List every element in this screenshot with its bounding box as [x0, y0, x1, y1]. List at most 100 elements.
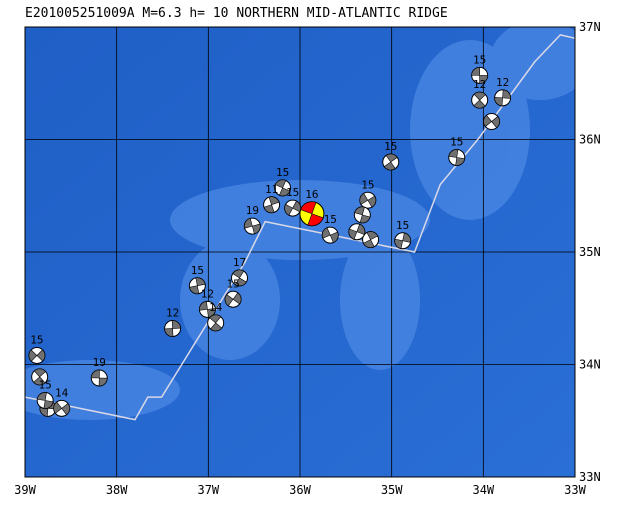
beachball-part: [473, 99, 486, 109]
y-tick-label: 33N: [579, 470, 601, 484]
event-label: 17: [233, 256, 246, 269]
focal-mechanism: [207, 314, 225, 332]
focal-mechanism: [274, 179, 292, 197]
beachball-part: [33, 376, 46, 386]
beachball-part: [394, 238, 404, 249]
beachball-part: [322, 227, 331, 239]
beachball-part: [307, 213, 324, 226]
focal-mechanism: [243, 217, 261, 235]
event-label: 19: [93, 356, 106, 369]
focal-mechanism: [284, 199, 302, 217]
event-label: 15: [39, 379, 52, 392]
beachball-part: [171, 320, 181, 329]
beachball-part: [234, 277, 247, 287]
beachball-part: [471, 67, 480, 76]
beachball-part: [483, 114, 493, 127]
beachball-part: [209, 314, 222, 324]
x-tick-label: 34W: [472, 483, 494, 497]
focal-mechanism: [483, 113, 501, 130]
event-label: 15: [384, 140, 397, 153]
focal-mechanism: [494, 89, 512, 107]
beachball-part: [363, 239, 375, 248]
beachball-part: [263, 204, 275, 214]
beachball-part: [284, 203, 294, 216]
beachball-part: [36, 349, 46, 362]
beachball-part: [354, 206, 365, 216]
focal-mechanism: [36, 392, 54, 409]
focal-mechanism: [394, 232, 412, 250]
beachball-part: [232, 269, 245, 279]
beachball-part: [356, 223, 366, 235]
beachball-part: [473, 91, 486, 101]
event-label: 12: [201, 287, 214, 300]
focal-mechanism: [362, 231, 380, 249]
focal-mechanism: [231, 269, 248, 287]
event-label: 19: [246, 204, 259, 217]
event-label: 15: [450, 136, 463, 149]
event-label: 12: [473, 78, 486, 91]
beachball-part: [448, 149, 459, 158]
y-tick-label: 34N: [579, 358, 601, 372]
beachball-part: [61, 403, 70, 416]
x-tick-label: 36W: [289, 483, 311, 497]
focal-mechanism: [471, 91, 489, 109]
beachball-part: [251, 223, 261, 235]
event-label: 14: [209, 301, 223, 314]
beachball-part: [494, 96, 503, 107]
focal-mechanism: [299, 201, 325, 227]
beachball-part: [278, 187, 291, 197]
event-label: 11: [265, 183, 278, 196]
beachball-part: [383, 161, 396, 171]
focal-mechanism: [198, 300, 216, 318]
focal-mechanism: [471, 66, 489, 84]
event-label: 12: [496, 76, 509, 89]
event-label: 16: [305, 188, 318, 201]
focal-mechanism: [90, 369, 108, 387]
beachball-part: [90, 369, 100, 379]
beachball-part: [300, 201, 317, 215]
beachball-part: [366, 231, 379, 241]
beachball-part: [491, 116, 500, 129]
focal-mechanism: [188, 277, 206, 295]
beachball-part: [207, 308, 216, 318]
beachball-part: [53, 401, 63, 414]
beachball-part: [329, 231, 339, 243]
beachball-part: [33, 368, 47, 378]
event-label: 15: [276, 166, 289, 179]
ridge-line: [25, 34, 575, 421]
event-label: 15: [286, 186, 299, 199]
beachball-part: [502, 89, 511, 99]
beachball-part: [43, 400, 54, 409]
beachball-part: [210, 322, 223, 332]
beachball-part: [199, 301, 208, 311]
event-label: 12: [166, 307, 179, 320]
focal-mechanism: [382, 153, 400, 171]
event-label: 14: [55, 386, 69, 399]
focal-mechanism: [353, 206, 371, 224]
beachball-part: [189, 285, 200, 295]
x-tick-label: 38W: [106, 483, 128, 497]
x-tick-label: 35W: [381, 483, 403, 497]
beachball-part: [385, 153, 398, 163]
focal-mechanism: [348, 223, 366, 241]
event-label: 15: [473, 53, 486, 66]
beachball-part: [268, 196, 280, 206]
beachball-part: [274, 179, 287, 189]
event-label: 15: [361, 178, 374, 191]
focal-mechanism: [28, 347, 46, 364]
x-tick-label: 37W: [197, 483, 219, 497]
focal-mechanism: [263, 196, 281, 214]
beachball-part: [455, 157, 466, 166]
focal-mechanism: [224, 290, 242, 308]
beachball-part: [348, 228, 358, 240]
beachball-part: [402, 232, 411, 243]
focal-mechanism: [448, 149, 466, 166]
event-label: 15: [191, 264, 204, 277]
focal-mechanism: [321, 226, 339, 244]
focal-mechanism: [164, 320, 182, 337]
x-tick-label: 33W: [564, 483, 586, 497]
event-label: 15: [30, 334, 43, 347]
beachball-part: [195, 277, 206, 287]
focal-mechanism: [359, 191, 377, 209]
